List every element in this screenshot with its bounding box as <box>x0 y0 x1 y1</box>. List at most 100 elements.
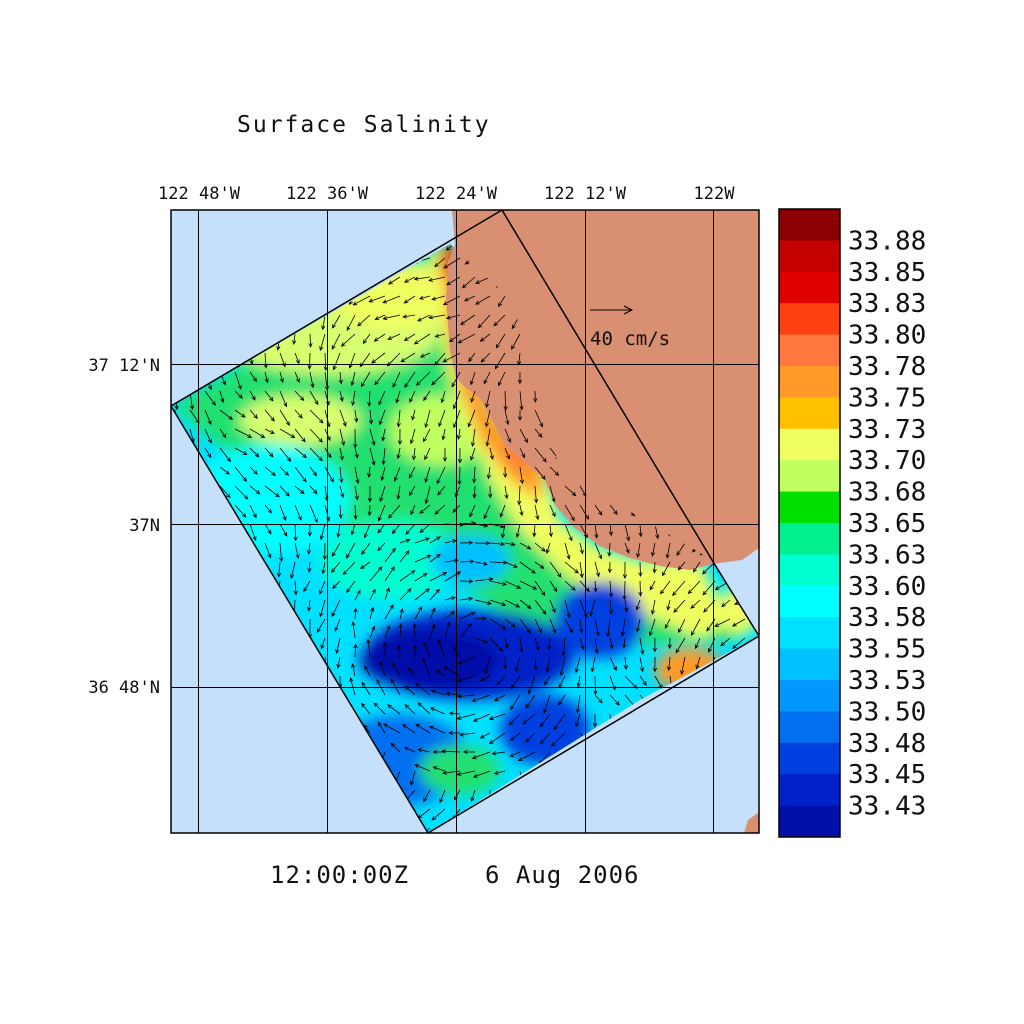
velocity-arrow <box>423 428 431 443</box>
velocity-arrow <box>399 608 404 620</box>
velocity-arrow <box>624 599 629 613</box>
velocity-arrow <box>294 428 306 443</box>
colorbar-swatch <box>779 491 840 524</box>
velocity-arrow <box>234 390 243 399</box>
velocity-arrow <box>384 625 391 639</box>
velocity-arrow <box>399 550 410 563</box>
velocity-arrow <box>534 561 545 569</box>
velocity-arrow <box>415 371 431 386</box>
velocity-arrow <box>539 732 551 745</box>
velocity-arrow <box>382 295 401 304</box>
velocity-arrow <box>442 352 461 363</box>
velocity-arrow <box>417 314 431 322</box>
velocity-arrow <box>620 618 626 637</box>
velocity-arrow <box>458 732 476 737</box>
velocity-arrow <box>457 675 476 683</box>
velocity-arrow <box>623 656 628 671</box>
velocity-arrow <box>483 504 491 520</box>
velocity-arrow <box>470 447 476 461</box>
velocity-arrow <box>574 656 581 674</box>
map-panel[interactable] <box>160 200 770 846</box>
velocity-arrow <box>294 409 303 419</box>
velocity-arrow <box>428 314 446 320</box>
velocity-arrow <box>392 371 401 388</box>
colorbar-labels: 33.8833.8533.8333.8033.7833.7533.7333.70… <box>848 226 926 821</box>
colorbar-label: 33.78 <box>848 352 926 382</box>
velocity-arrow <box>485 390 491 408</box>
velocity-arrow <box>234 428 253 438</box>
velocity-arrow <box>219 428 227 439</box>
velocity-arrow <box>673 599 686 613</box>
land-mass <box>446 210 759 570</box>
velocity-arrow <box>405 523 416 535</box>
velocity-arrow <box>702 561 716 575</box>
velocity-arrow <box>309 390 319 406</box>
velocity-arrow <box>381 428 386 442</box>
velocity-arrow <box>368 409 374 425</box>
velocity-arrow <box>639 656 645 673</box>
colorbar-swatch <box>779 303 840 336</box>
velocity-arrow <box>418 295 431 300</box>
velocity-arrow <box>294 485 305 495</box>
graticule <box>171 210 759 833</box>
velocity-arrow <box>608 599 614 616</box>
velocity-arrow <box>417 827 431 833</box>
velocity-arrow <box>307 352 312 370</box>
velocity-arrow <box>279 523 288 537</box>
velocity-arrow <box>249 371 257 383</box>
velocity-arrow <box>527 675 536 695</box>
velocity-arrow <box>624 542 630 554</box>
velocity-arrow <box>279 428 296 438</box>
velocity-arrow <box>677 561 686 571</box>
velocity-arrow <box>264 542 272 559</box>
velocity-arrow <box>510 694 521 711</box>
velocity-arrow <box>264 447 274 458</box>
velocity-arrow <box>436 466 446 485</box>
velocity-arrow <box>549 618 557 634</box>
velocity-arrow <box>564 561 579 574</box>
velocity-arrow <box>342 561 356 576</box>
velocity-arrow <box>470 390 476 403</box>
velocity-arrow <box>399 588 412 601</box>
velocity-arrow <box>279 371 284 384</box>
velocity-arrow <box>234 485 249 500</box>
velocity-arrow <box>428 276 446 282</box>
velocity-arrow <box>519 637 524 653</box>
velocity-arrow <box>264 485 280 498</box>
land-mass <box>744 812 759 833</box>
velocity-arrow <box>293 580 298 596</box>
velocity-arrow <box>551 732 566 747</box>
velocity-arrow <box>470 428 476 448</box>
velocity-arrow <box>503 656 508 670</box>
velocity-arrow <box>403 295 416 304</box>
velocity-arrow <box>249 447 260 458</box>
velocity-arrow <box>456 694 476 699</box>
velocity-arrow <box>351 390 356 407</box>
velocity-arrow <box>695 656 701 670</box>
velocity-arrow <box>564 542 571 560</box>
velocity-arrow <box>622 561 628 580</box>
velocity-arrow <box>350 371 356 387</box>
colorbar-label: 33.65 <box>848 509 926 539</box>
velocity-arrow <box>402 314 416 319</box>
velocity-arrow <box>461 276 476 289</box>
velocity-arrow <box>219 466 230 475</box>
velocity-arrow <box>692 561 701 573</box>
velocity-arrow <box>417 702 431 715</box>
velocity-arrow <box>472 485 477 499</box>
velocity-arrow <box>379 661 386 677</box>
velocity-arrow <box>431 371 446 386</box>
colorbar-label: 33.83 <box>848 289 926 319</box>
velocity-arrow <box>471 694 491 702</box>
velocity-arrow <box>379 485 386 503</box>
velocity-arrow <box>388 276 401 285</box>
velocity-arrow <box>575 694 581 714</box>
velocity-arrow <box>219 409 234 420</box>
velocity-arrow <box>306 542 312 555</box>
velocity-arrow <box>459 579 474 584</box>
velocity-arrow <box>396 447 401 460</box>
velocity-arrow <box>650 599 656 615</box>
velocity-arrow <box>549 504 556 518</box>
velocity-arrow <box>294 447 308 459</box>
colorbar-label: 33.63 <box>848 540 926 570</box>
